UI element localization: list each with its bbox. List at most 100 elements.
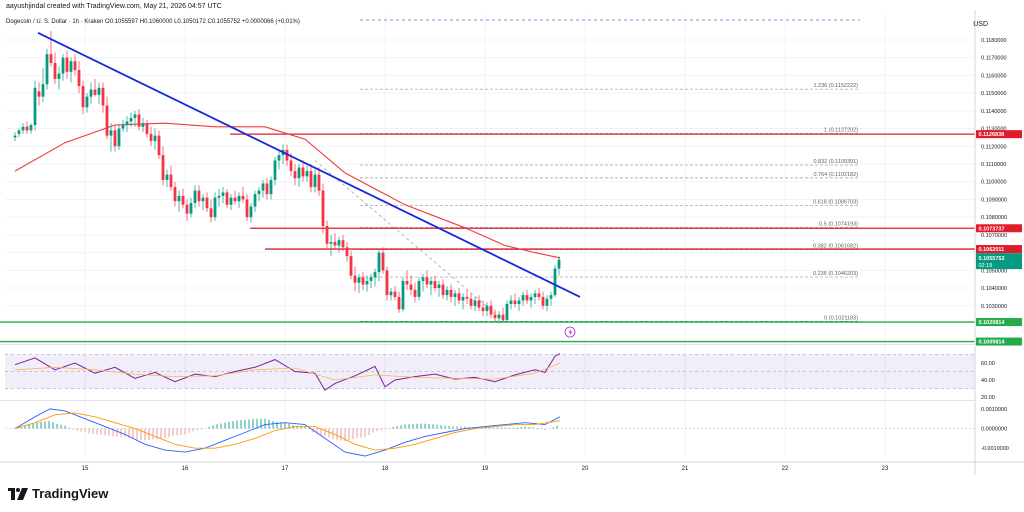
candle-body [349,256,353,276]
support-price-tag-label: 0.1009814 [979,340,1006,346]
candle-body [157,135,161,156]
tradingview-brand[interactable]: TradingView [8,486,108,501]
rsi-tick-label: 40.00 [981,378,995,384]
candle-body [457,293,461,301]
x-tick-label: 22 [782,466,789,472]
candle-body [305,171,309,177]
fib-level-label: 1.236 (0.1152222) [813,83,858,89]
candle-body [101,87,105,106]
candle-body [21,126,25,131]
macd-tick-label: 0.0000000 [981,427,1007,433]
candle-body [525,295,529,301]
resistance-price-tag [976,245,1022,254]
y-tick-label: 0.1110000 [981,162,1006,168]
candle-body [165,174,169,180]
candle-body [337,240,341,246]
candle-body [381,252,385,271]
candle-body [137,114,141,127]
moving-average [14,122,561,259]
candle-body [497,314,501,319]
y-tick-label: 0.1160000 [981,73,1007,79]
candle-body [37,91,41,97]
candle-body [557,259,561,269]
candle-body [493,314,497,319]
x-tick-label: 16 [182,466,189,472]
x-tick-label: 15 [82,466,89,472]
macd-tick-label: 0.0010000 [981,407,1007,413]
x-tick-label: 21 [682,466,689,472]
candle-body [373,272,377,278]
candle-body [117,128,121,147]
candle-body [549,295,553,299]
candle-body [441,284,445,296]
fib-level-label: 0.5 (0.1074193) [819,221,858,227]
candle-body [45,54,49,85]
candle-body [353,275,357,283]
candle-body [197,190,201,202]
y-tick-label: 0.1050000 [981,268,1007,274]
candle-body [205,197,209,209]
rsi-line [14,353,561,391]
symbol-legend[interactable]: Dogecoin / U. S. Dollar · 1h · Kraken O0… [6,19,300,25]
candle-body [77,70,81,87]
candle-body [253,194,257,207]
candle-body [261,183,265,191]
candle-body [517,300,521,305]
y-tick-label: 0.1090000 [981,197,1007,203]
candle-body [105,105,109,136]
candle-body [221,192,225,196]
candle-body [537,293,541,297]
currency-label: USD [973,21,988,28]
candle-body [189,202,193,214]
candle-body [309,171,313,188]
candle-body [369,277,373,281]
candle-body [89,89,93,97]
candle-body [553,268,557,296]
candle-body [341,240,345,248]
candle-body [277,155,281,161]
candle-body [121,125,125,129]
resistance-price-tag [976,224,1022,233]
candle-body [313,174,317,188]
y-tick-label: 0.1100000 [981,180,1007,186]
support-price-tag [976,318,1022,327]
axes: 15 16 17 18 19 20 21 22 23 0.1180000 0.1170000 0.11… [0,10,1024,475]
candle-body [73,61,77,71]
candle-body [461,296,465,301]
candle-body [185,204,189,214]
candle-body [545,298,549,306]
candle-body [69,61,73,72]
candle-body [481,307,485,312]
candle-body [445,289,449,296]
candle-body [301,167,305,177]
resistance-price-tag [976,130,1022,139]
chart-credit: aayushjindal created with TradingView.co… [6,3,222,10]
candle-body [361,277,365,285]
rsi-tick-label: 60.00 [981,361,995,367]
x-tick-label: 23 [882,466,889,472]
indicator-panels [5,354,975,429]
support-price-tag [976,337,1022,346]
y-tick-label: 0.1030000 [981,304,1007,310]
candle-body [93,89,97,95]
bearish-trend-line [37,32,581,298]
candle-body [541,296,545,306]
tradingview-logo-icon [8,487,28,500]
brand-name: TradingView [32,486,109,501]
macd-tick-label: -0.0010000 [981,446,1009,452]
candle-body [477,300,481,308]
y-tick-label: 0.1170000 [981,56,1007,62]
y-tick-label: 0.1040000 [981,286,1007,292]
x-tick-label: 17 [282,466,289,472]
candle-body [169,174,173,188]
candle-body [433,280,437,289]
candle-body [365,280,369,285]
price-tags: 0.1126838 0.1073737 0.1062011 0.1020814 0.10… [564,130,1022,346]
candle-body [141,123,145,127]
candle-body [453,293,457,297]
current-price-tag [976,253,1022,270]
fib-level-label: 0.382 (0.1061682) [813,244,858,250]
candle-body [401,280,405,310]
candle-body [97,87,101,95]
